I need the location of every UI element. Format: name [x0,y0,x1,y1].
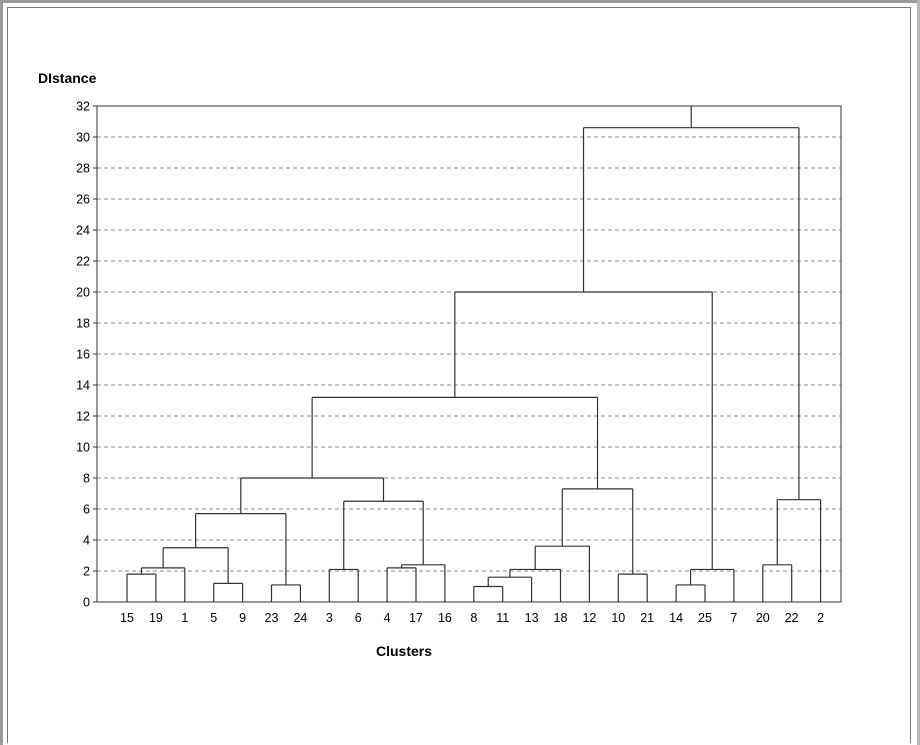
y-tick-label: 32 [76,100,90,114]
x-tick-label: 8 [470,611,477,625]
x-tick-label: 19 [149,611,163,625]
x-tick-label: 4 [384,611,391,625]
y-tick-label: 2 [83,565,90,579]
window-border-right [917,0,920,745]
x-tick-label: 20 [756,611,770,625]
x-tick-label: 24 [293,611,307,625]
window-border-top [0,0,920,3]
y-tick-label: 30 [76,131,90,145]
dendrogram-links [126,106,822,602]
x-axis-title: Clusters [376,643,432,659]
x-tick-label: 9 [239,611,246,625]
y-tick-label: 8 [83,472,90,486]
x-tick-label: 23 [265,611,279,625]
x-tick-label: 22 [785,611,799,625]
x-tick-label: 7 [730,611,737,625]
y-tick-label: 18 [76,317,90,331]
y-tick-label: 26 [76,193,90,207]
y-tick-label: 16 [76,348,90,362]
x-tick-label: 21 [640,611,654,625]
x-tick-label: 15 [120,611,134,625]
x-tick-label: 2 [817,611,824,625]
y-tick-label: 4 [83,534,90,548]
x-tick-label: 16 [438,611,452,625]
x-tick-label: 17 [409,611,423,625]
x-tick-label: 11 [496,611,509,625]
x-tick-label: 12 [582,611,596,625]
x-tick-label: 25 [698,611,712,625]
y-axis-title: DIstance [38,70,97,86]
y-tick-label: 20 [76,286,90,300]
y-tick-label: 0 [83,596,90,610]
y-tick-label: 6 [83,503,90,517]
x-tick-label: 1 [181,611,188,625]
x-axis-ticks: 15 19 1 5 9 23 24 3 6 4 17 16 8 11 13 18 12 10 21 14 25 7 20 22… [120,611,824,625]
gridlines [97,136,841,572]
y-tick-label: 24 [76,224,90,238]
y-tick-label: 14 [76,379,90,393]
y-tick-label: 12 [76,410,90,424]
x-tick-label: 6 [355,611,362,625]
x-tick-label: 5 [210,611,217,625]
x-tick-label: 3 [326,611,333,625]
y-tick-label: 28 [76,162,90,176]
y-tick-label: 22 [76,255,90,269]
y-tick-label: 10 [76,441,90,455]
x-tick-label: 14 [669,611,683,625]
x-tick-label: 13 [525,611,539,625]
chart-panel [7,7,911,743]
window-border-left [0,0,3,745]
x-tick-label: 10 [611,611,625,625]
x-tick-label: 18 [554,611,568,625]
